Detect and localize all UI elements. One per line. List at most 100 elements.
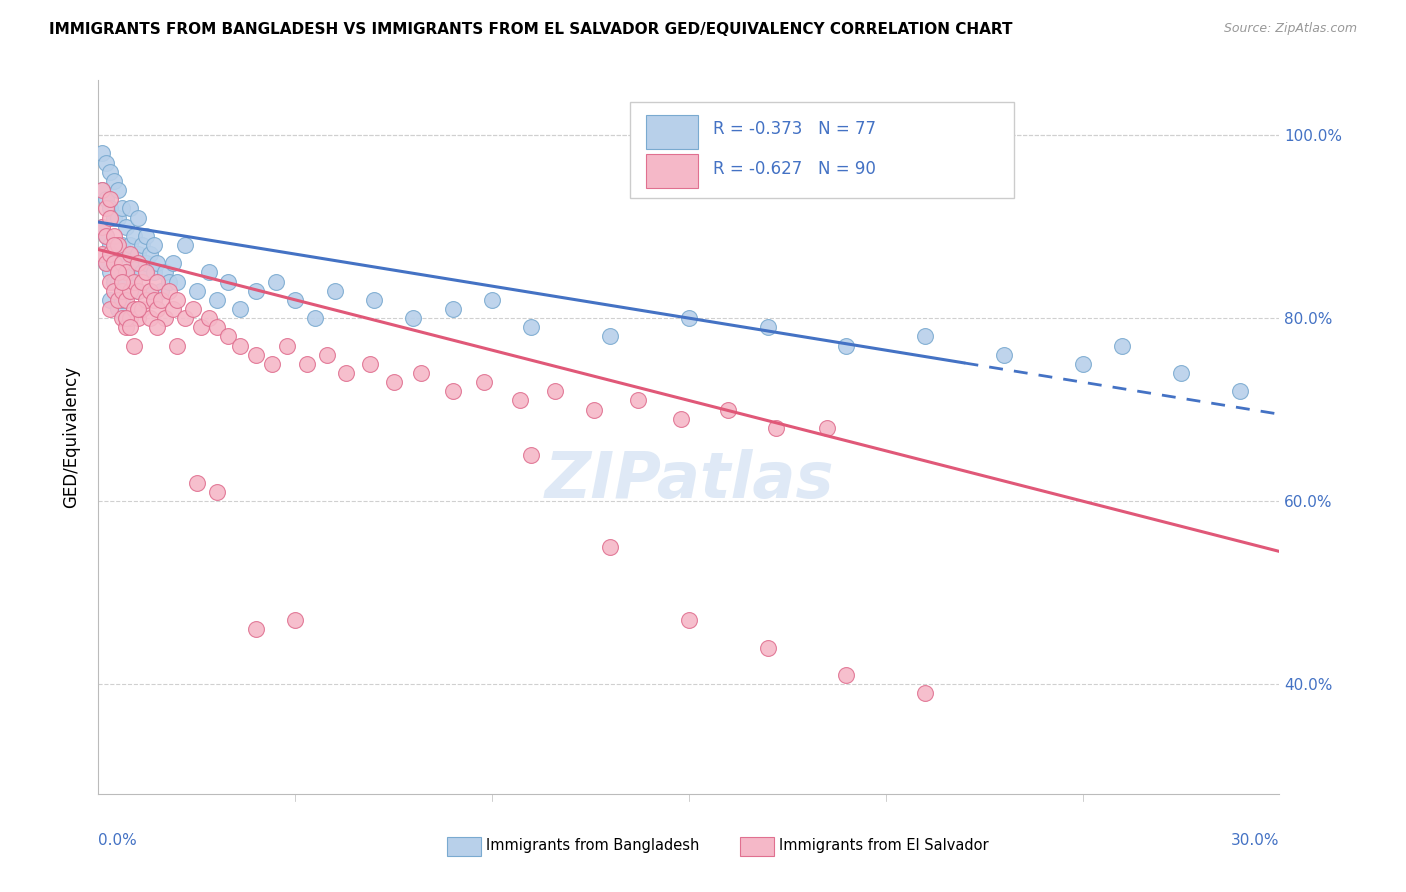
Point bbox=[118, 265, 141, 279]
Point bbox=[98, 211, 121, 225]
Point bbox=[835, 338, 858, 352]
Point bbox=[765, 421, 787, 435]
Point bbox=[98, 165, 121, 179]
FancyBboxPatch shape bbox=[647, 153, 699, 188]
Text: Immigrants from El Salvador: Immigrants from El Salvador bbox=[779, 838, 988, 853]
Point bbox=[91, 183, 114, 197]
Point bbox=[118, 284, 141, 298]
Point bbox=[678, 311, 700, 326]
Point bbox=[138, 311, 160, 326]
Point bbox=[914, 329, 936, 343]
Point bbox=[162, 256, 184, 270]
Point bbox=[111, 202, 134, 216]
Point bbox=[111, 293, 134, 307]
Point bbox=[103, 284, 125, 298]
FancyBboxPatch shape bbox=[647, 114, 699, 149]
Point bbox=[197, 265, 219, 279]
Point bbox=[111, 265, 134, 279]
Point bbox=[115, 311, 138, 326]
Point bbox=[481, 293, 503, 307]
Point bbox=[217, 275, 239, 289]
Point bbox=[107, 265, 129, 279]
Point bbox=[127, 284, 149, 298]
Point bbox=[304, 311, 326, 326]
Point bbox=[205, 293, 228, 307]
Point bbox=[127, 247, 149, 261]
Point bbox=[98, 238, 121, 252]
Point bbox=[142, 238, 165, 252]
Point bbox=[107, 211, 129, 225]
Text: Source: ZipAtlas.com: Source: ZipAtlas.com bbox=[1223, 22, 1357, 36]
Point bbox=[96, 202, 118, 216]
Point bbox=[118, 311, 141, 326]
Point bbox=[115, 275, 138, 289]
Point bbox=[472, 375, 495, 389]
FancyBboxPatch shape bbox=[447, 838, 481, 856]
Point bbox=[103, 238, 125, 252]
Point bbox=[98, 202, 121, 216]
Point bbox=[150, 293, 173, 307]
Point bbox=[157, 275, 180, 289]
Point bbox=[166, 275, 188, 289]
Point bbox=[520, 449, 543, 463]
Point bbox=[599, 540, 621, 554]
Point bbox=[162, 301, 184, 316]
Point bbox=[127, 211, 149, 225]
Point bbox=[756, 640, 779, 655]
Point bbox=[359, 357, 381, 371]
Point bbox=[166, 338, 188, 352]
Point bbox=[315, 348, 337, 362]
Point bbox=[276, 338, 298, 352]
Point bbox=[98, 293, 121, 307]
Point bbox=[98, 301, 121, 316]
Point bbox=[96, 155, 118, 169]
Point bbox=[205, 320, 228, 334]
Point bbox=[382, 375, 405, 389]
Point bbox=[155, 265, 177, 279]
Point bbox=[131, 238, 153, 252]
Point bbox=[111, 311, 134, 326]
Point bbox=[335, 366, 357, 380]
Point bbox=[111, 238, 134, 252]
Point bbox=[717, 402, 740, 417]
Point bbox=[115, 311, 138, 326]
Point bbox=[118, 202, 141, 216]
Point bbox=[115, 219, 138, 234]
Text: IMMIGRANTS FROM BANGLADESH VS IMMIGRANTS FROM EL SALVADOR GED/EQUIVALENCY CORREL: IMMIGRANTS FROM BANGLADESH VS IMMIGRANTS… bbox=[49, 22, 1012, 37]
Point bbox=[91, 219, 114, 234]
Point bbox=[98, 275, 121, 289]
Point bbox=[245, 348, 267, 362]
Point bbox=[146, 256, 169, 270]
Point bbox=[229, 301, 252, 316]
Point bbox=[157, 284, 180, 298]
Point bbox=[103, 275, 125, 289]
Text: 30.0%: 30.0% bbox=[1232, 833, 1279, 848]
Point bbox=[91, 219, 114, 234]
Point bbox=[107, 183, 129, 197]
Point bbox=[131, 275, 153, 289]
Point bbox=[186, 284, 208, 298]
Point bbox=[146, 275, 169, 289]
Text: R = -0.627   N = 90: R = -0.627 N = 90 bbox=[713, 160, 876, 178]
Point bbox=[815, 421, 838, 435]
Point bbox=[107, 238, 129, 252]
Point bbox=[103, 174, 125, 188]
Point bbox=[91, 183, 114, 197]
Point bbox=[138, 284, 160, 298]
Point bbox=[186, 475, 208, 490]
Point bbox=[284, 293, 307, 307]
Point bbox=[138, 284, 160, 298]
Point bbox=[544, 384, 567, 399]
Point bbox=[98, 247, 121, 261]
Y-axis label: GED/Equivalency: GED/Equivalency bbox=[62, 366, 80, 508]
Point bbox=[111, 275, 134, 289]
Point bbox=[411, 366, 433, 380]
Point bbox=[107, 301, 129, 316]
Point bbox=[107, 293, 129, 307]
Point bbox=[323, 284, 346, 298]
FancyBboxPatch shape bbox=[630, 102, 1014, 198]
Point bbox=[118, 320, 141, 334]
Point bbox=[135, 256, 157, 270]
Point bbox=[835, 668, 858, 682]
Point bbox=[1229, 384, 1251, 399]
